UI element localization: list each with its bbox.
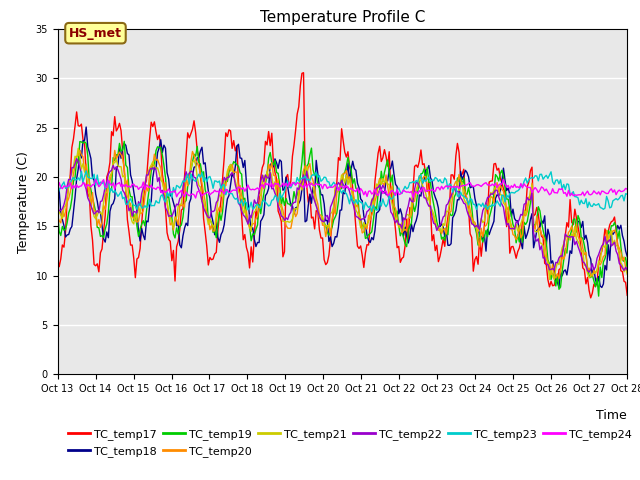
TC_temp22 <box>73 156 81 161</box>
TC_temp17 <box>252 206 260 212</box>
TC_temp20 <box>125 200 133 205</box>
TC_temp22 <box>595 252 602 257</box>
TC_temp17 <box>587 295 595 301</box>
TC_temp21 <box>74 145 82 151</box>
TC_temp23 <box>125 198 133 204</box>
TC_temp21 <box>595 258 602 264</box>
TC_temp19 <box>623 265 631 271</box>
TC_temp24 <box>92 176 99 182</box>
TC_temp18 <box>623 253 631 259</box>
TC_temp17 <box>300 70 307 75</box>
TC_temp19 <box>120 138 128 144</box>
TC_temp19 <box>244 220 252 226</box>
TC_temp19 <box>593 276 601 281</box>
TC_temp22 <box>305 177 312 183</box>
Line: TC_temp23: TC_temp23 <box>58 171 627 212</box>
TC_temp23 <box>305 176 312 182</box>
TC_temp20 <box>623 268 631 274</box>
TC_temp20 <box>595 260 602 266</box>
TC_temp23 <box>244 207 252 213</box>
Line: TC_temp19: TC_temp19 <box>58 141 627 296</box>
TC_temp20 <box>76 147 84 153</box>
Line: TC_temp20: TC_temp20 <box>58 150 627 278</box>
TC_temp21 <box>623 271 631 277</box>
Legend: TC_temp17, TC_temp18, TC_temp19, TC_temp20, TC_temp21, TC_temp22, TC_temp23, TC_: TC_temp17, TC_temp18, TC_temp19, TC_temp… <box>63 425 637 461</box>
TC_temp23 <box>54 192 61 198</box>
TC_temp20 <box>54 214 61 219</box>
TC_temp19 <box>54 208 61 214</box>
TC_temp18 <box>305 203 312 208</box>
TC_temp22 <box>225 174 233 180</box>
TC_temp24 <box>306 182 314 188</box>
Text: HS_met: HS_met <box>69 27 122 40</box>
TC_temp24 <box>623 186 631 192</box>
TC_temp21 <box>225 164 233 170</box>
TC_temp18 <box>555 285 563 290</box>
TC_temp18 <box>244 198 252 204</box>
TC_temp18 <box>54 181 61 187</box>
Line: TC_temp17: TC_temp17 <box>58 72 627 298</box>
TC_temp22 <box>253 200 261 205</box>
TC_temp24 <box>255 187 263 192</box>
TC_temp17 <box>595 262 602 267</box>
TC_temp21 <box>550 277 558 283</box>
TC_temp18 <box>595 274 602 279</box>
Line: TC_temp18: TC_temp18 <box>58 127 627 288</box>
TC_temp19 <box>305 161 312 167</box>
TC_temp18 <box>83 124 90 130</box>
TC_temp18 <box>225 192 233 198</box>
TC_temp23 <box>253 201 261 207</box>
TC_temp23 <box>83 168 90 174</box>
TC_temp22 <box>623 267 631 273</box>
TC_temp24 <box>227 190 234 195</box>
TC_temp20 <box>555 276 563 281</box>
Line: TC_temp22: TC_temp22 <box>58 158 627 272</box>
TC_temp18 <box>125 152 133 158</box>
TC_temp19 <box>253 222 261 228</box>
TC_temp21 <box>54 209 61 215</box>
TC_temp23 <box>225 191 233 196</box>
TC_temp22 <box>125 208 133 214</box>
TC_temp20 <box>253 213 261 219</box>
TC_temp19 <box>125 187 133 192</box>
TC_temp17 <box>305 199 312 205</box>
Line: TC_temp21: TC_temp21 <box>58 148 627 280</box>
TC_temp22 <box>54 203 61 209</box>
TC_temp17 <box>124 217 131 223</box>
TC_temp23 <box>368 209 376 215</box>
TC_temp18 <box>253 240 261 245</box>
TC_temp21 <box>253 200 261 205</box>
TC_temp21 <box>244 219 252 225</box>
TC_temp23 <box>595 201 602 206</box>
TC_temp24 <box>246 186 253 192</box>
TC_temp19 <box>595 293 602 299</box>
TC_temp21 <box>125 198 133 204</box>
Title: Temperature Profile C: Temperature Profile C <box>260 10 425 25</box>
TC_temp19 <box>225 169 233 175</box>
TC_temp20 <box>244 219 252 225</box>
TC_temp17 <box>54 255 61 261</box>
TC_temp24 <box>595 189 602 195</box>
TC_temp17 <box>243 244 250 250</box>
TC_temp22 <box>244 221 252 227</box>
TC_temp17 <box>223 133 231 139</box>
TC_temp24 <box>125 183 133 189</box>
TC_temp20 <box>225 164 233 169</box>
TC_temp21 <box>305 173 312 179</box>
Text: Time: Time <box>596 409 627 422</box>
TC_temp24 <box>192 195 200 201</box>
TC_temp20 <box>305 165 312 170</box>
TC_temp22 <box>586 269 593 275</box>
Line: TC_temp24: TC_temp24 <box>58 179 627 198</box>
Y-axis label: Temperature (C): Temperature (C) <box>17 151 30 252</box>
TC_temp23 <box>623 192 631 197</box>
TC_temp24 <box>54 186 61 192</box>
TC_temp17 <box>623 292 631 298</box>
